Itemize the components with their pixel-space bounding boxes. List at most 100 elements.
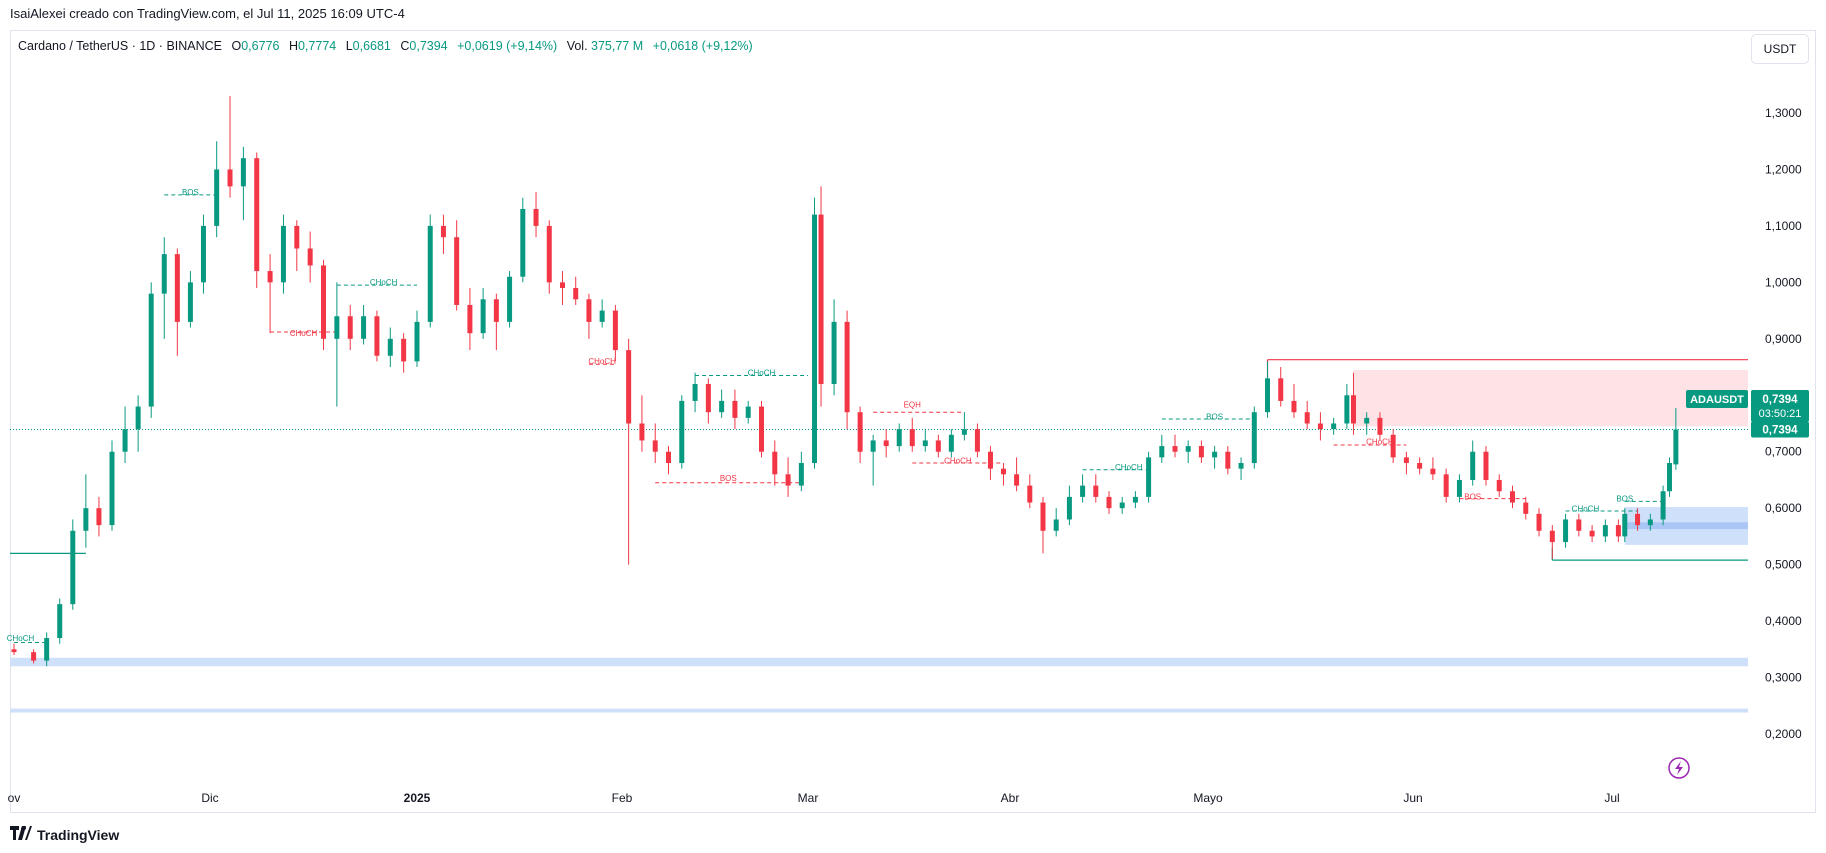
candle-body xyxy=(1350,395,1356,424)
symbol-tag-text: ADAUSDT xyxy=(1690,394,1744,406)
candle-body xyxy=(1390,434,1396,458)
candle-body xyxy=(161,254,167,294)
volume-change: +0,0618 (+9,12%) xyxy=(652,39,753,53)
candle-body xyxy=(135,406,141,430)
y-tick-label: 0,4000 xyxy=(1765,614,1802,628)
open-label: O xyxy=(231,39,242,53)
candle-body xyxy=(1615,525,1621,537)
candle-body xyxy=(692,383,698,401)
footer-brand-text: TradingView xyxy=(37,827,120,843)
structure-label: CHoCH xyxy=(7,634,35,643)
candle-body xyxy=(44,638,50,661)
y-tick-label: 1,1000 xyxy=(1765,219,1802,233)
candle-body xyxy=(387,338,393,356)
candle-body xyxy=(214,169,220,226)
candle-body xyxy=(599,310,605,322)
price-tag-2-text: 0,7394 xyxy=(1762,424,1798,436)
candle-body xyxy=(626,350,632,424)
x-tick-label: Abr xyxy=(1001,791,1020,805)
candle-body xyxy=(1673,429,1679,465)
lightning-bolt-icon xyxy=(1675,761,1683,775)
demand-zone-bottom xyxy=(10,708,1748,713)
candle-body xyxy=(1040,502,1046,531)
y-tick-label: 0,5000 xyxy=(1765,558,1802,572)
structure-label: EQH xyxy=(904,401,922,410)
candle-body xyxy=(679,400,685,464)
candle-body xyxy=(174,254,180,322)
candle-body xyxy=(831,321,837,384)
open-value: 0,6776 xyxy=(241,39,280,53)
candle-body xyxy=(844,321,850,413)
candle-body xyxy=(227,169,233,187)
candle-body xyxy=(612,310,618,351)
candle-body xyxy=(440,225,446,238)
candle-body xyxy=(1066,496,1072,520)
x-tick-label: 2025 xyxy=(404,791,431,805)
candle-body xyxy=(1589,530,1595,537)
candle-body xyxy=(922,440,928,447)
candle-body xyxy=(1132,496,1138,503)
candle-body xyxy=(1470,451,1476,480)
price-tag xyxy=(1751,390,1809,422)
structure-label: CHoCH xyxy=(588,357,616,366)
published-note: IsaiAlexei creado con TradingView.com, e… xyxy=(10,6,405,21)
candle-body xyxy=(361,316,367,339)
y-tick-label: 0,2000 xyxy=(1765,727,1802,741)
candle-body xyxy=(1364,417,1370,424)
candle-body xyxy=(414,321,420,362)
candle-body xyxy=(1331,423,1337,430)
candle-body xyxy=(1403,457,1409,464)
candle-body xyxy=(818,214,824,384)
candle-body xyxy=(546,225,552,283)
candle-body xyxy=(772,451,778,475)
candle-body xyxy=(480,299,486,334)
symbol-title[interactable]: Cardano / TetherUS · 1D · BINANCE xyxy=(18,39,223,53)
candle-body xyxy=(1576,519,1582,531)
high-value: 0,7774 xyxy=(297,39,337,53)
candle-body xyxy=(1549,530,1555,543)
x-tick-label: Jul xyxy=(1604,791,1619,805)
symbol-tag xyxy=(1686,390,1748,408)
candle-body xyxy=(96,508,102,526)
structure-label: CHoCH xyxy=(748,369,776,378)
candle-body xyxy=(719,400,725,413)
candle-body xyxy=(427,225,433,322)
structure-label: CHoCH xyxy=(1115,463,1143,472)
candle-body xyxy=(1265,378,1271,413)
candle-body xyxy=(1523,502,1529,514)
candle-body xyxy=(1014,474,1020,486)
footer-brand: TradingView xyxy=(10,826,119,844)
candle-body xyxy=(374,316,380,356)
candle-body xyxy=(1563,519,1569,543)
candle-body xyxy=(1238,463,1244,469)
candle-body xyxy=(785,474,791,486)
candle-body xyxy=(1536,513,1542,531)
candle-body xyxy=(639,423,645,441)
candle-body xyxy=(987,451,993,469)
candle-body xyxy=(652,440,658,452)
structure-label: CHoCH xyxy=(370,278,398,287)
low-label: L xyxy=(345,39,353,53)
candle-body xyxy=(745,406,751,418)
candle-body xyxy=(1080,485,1086,497)
candle-body xyxy=(1251,412,1257,464)
candle-body xyxy=(307,248,313,266)
candle-body xyxy=(70,530,76,605)
candle-body xyxy=(1417,463,1423,469)
candle-body xyxy=(1225,451,1231,469)
candle-body xyxy=(1304,412,1310,424)
candle-body xyxy=(1344,395,1350,424)
candle-body xyxy=(732,400,738,418)
structure-label: BOS xyxy=(1616,494,1633,503)
candle-body xyxy=(935,440,941,452)
candle-body xyxy=(1185,446,1191,452)
candle-body xyxy=(11,649,17,653)
structure-label: CHoCH xyxy=(290,329,318,338)
candle-body xyxy=(1483,451,1489,480)
y-tick-label: 0,6000 xyxy=(1765,501,1802,515)
candle-body xyxy=(759,406,764,452)
currency-button[interactable]: USDT xyxy=(1751,34,1809,64)
candle-body xyxy=(1496,479,1502,492)
candle-body xyxy=(454,237,460,305)
